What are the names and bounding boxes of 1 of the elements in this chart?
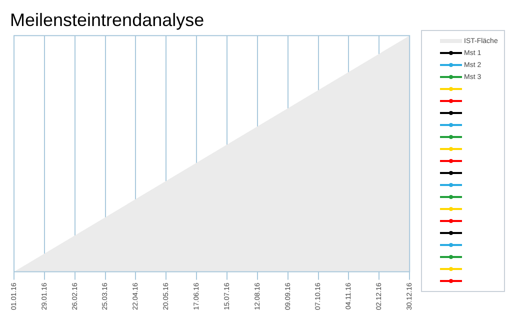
chart-title: Meilensteintrendanalyse xyxy=(10,10,204,30)
